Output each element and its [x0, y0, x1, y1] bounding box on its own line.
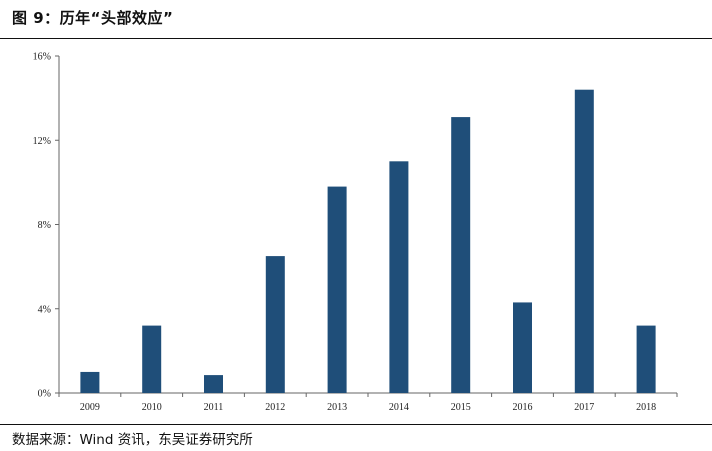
- y-tick-label: 4%: [38, 304, 51, 315]
- x-tick-label: 2009: [80, 402, 100, 413]
- x-tick-label: 2013: [327, 402, 347, 413]
- bar-2013: [327, 186, 347, 393]
- bar-2017: [574, 89, 594, 393]
- bar-2012: [265, 256, 285, 393]
- x-tick-label: 2017: [574, 402, 594, 413]
- x-tick-label: 2012: [265, 402, 285, 413]
- footer-divider: [0, 424, 712, 425]
- figure-title: 图 9：历年“头部效应”: [12, 9, 174, 27]
- bar-2014: [389, 161, 409, 393]
- bar-2018: [636, 325, 656, 393]
- chart-bars: [80, 89, 656, 394]
- x-tick-label: 2015: [451, 402, 471, 413]
- x-tick-labels: 2009 2010 2011 2012 2013 2014 2015 2016 2017 2018: [80, 402, 656, 413]
- chart-axes: [55, 55, 678, 397]
- bar-2016: [513, 302, 532, 393]
- x-tick-label: 2014: [389, 402, 409, 413]
- bar-2009: [80, 371, 100, 393]
- x-tick-label: 2010: [142, 402, 162, 413]
- x-tick-label: 2016: [513, 402, 533, 413]
- y-tick-label: 0%: [38, 389, 51, 400]
- x-tick-label: 2011: [204, 402, 224, 413]
- y-tick-label: 8%: [38, 220, 51, 231]
- bar-2015: [451, 117, 471, 394]
- source-note: 数据来源：Wind 资讯，东吴证券研究所: [12, 432, 253, 448]
- y-tick-labels: 0% 4% 8% 12% 16%: [33, 52, 51, 400]
- title-divider: [0, 38, 712, 39]
- bar-2011: [204, 375, 223, 393]
- y-tick-label: 12%: [33, 136, 51, 147]
- x-tick-label: 2018: [636, 402, 656, 413]
- bar-2010: [142, 325, 162, 393]
- y-tick-label: 16%: [33, 52, 51, 63]
